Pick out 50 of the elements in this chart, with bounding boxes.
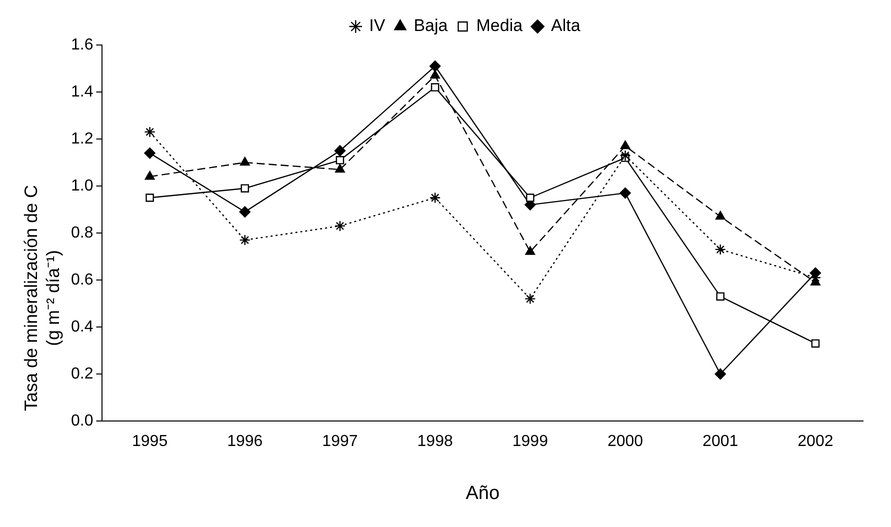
x-tick-label: 1998 — [417, 433, 453, 450]
legend-label: Alta — [551, 16, 581, 36]
legend-label: IV — [369, 16, 386, 36]
point — [335, 164, 345, 173]
point — [240, 156, 250, 166]
y-tick-label: 1.0 — [70, 177, 94, 194]
point — [146, 194, 154, 202]
point — [144, 148, 156, 159]
x-tick-label: 1995 — [132, 433, 168, 450]
point — [144, 171, 155, 180]
x-tick-label: 2002 — [798, 433, 834, 450]
legend-label: Baja — [414, 16, 448, 36]
point — [620, 150, 631, 162]
y-tick-label: 1.6 — [70, 36, 94, 54]
point — [239, 206, 250, 218]
point — [524, 293, 536, 304]
point — [715, 210, 726, 220]
x-tick-label: 1996 — [227, 433, 263, 450]
point — [144, 126, 156, 138]
y-tick-label: 1.4 — [70, 83, 94, 100]
y-tick-label: 0.0 — [70, 412, 94, 430]
point — [526, 194, 534, 202]
point — [620, 187, 631, 199]
point — [716, 292, 724, 301]
x-tick-label: 1999 — [512, 433, 548, 450]
point — [334, 145, 346, 156]
y-tick-label: 0.6 — [70, 271, 94, 288]
y-tick-label: 0.4 — [70, 318, 94, 336]
point — [334, 220, 346, 232]
point — [525, 246, 536, 255]
point — [430, 70, 440, 79]
point — [430, 83, 440, 92]
x-tick-label: 2001 — [702, 433, 738, 450]
point — [429, 60, 441, 72]
point — [620, 140, 630, 150]
legend-label: Media — [476, 16, 524, 36]
point — [336, 156, 344, 164]
point — [429, 192, 441, 204]
y-axis-title: Tasa de mineralización de C (g m⁻² día⁻¹) — [20, 184, 64, 414]
y-tick-label: 0.2 — [70, 365, 94, 382]
point — [714, 244, 726, 256]
x-tick-label: 2000 — [607, 433, 644, 450]
y-tick-label: 1.2 — [70, 130, 94, 148]
x-axis-title: Año — [466, 482, 500, 504]
x-tick-label: 1997 — [322, 433, 358, 450]
point — [240, 184, 250, 192]
point — [811, 339, 820, 348]
point — [239, 234, 250, 246]
y-tick-label: 0.8 — [70, 224, 94, 242]
point — [714, 368, 726, 380]
